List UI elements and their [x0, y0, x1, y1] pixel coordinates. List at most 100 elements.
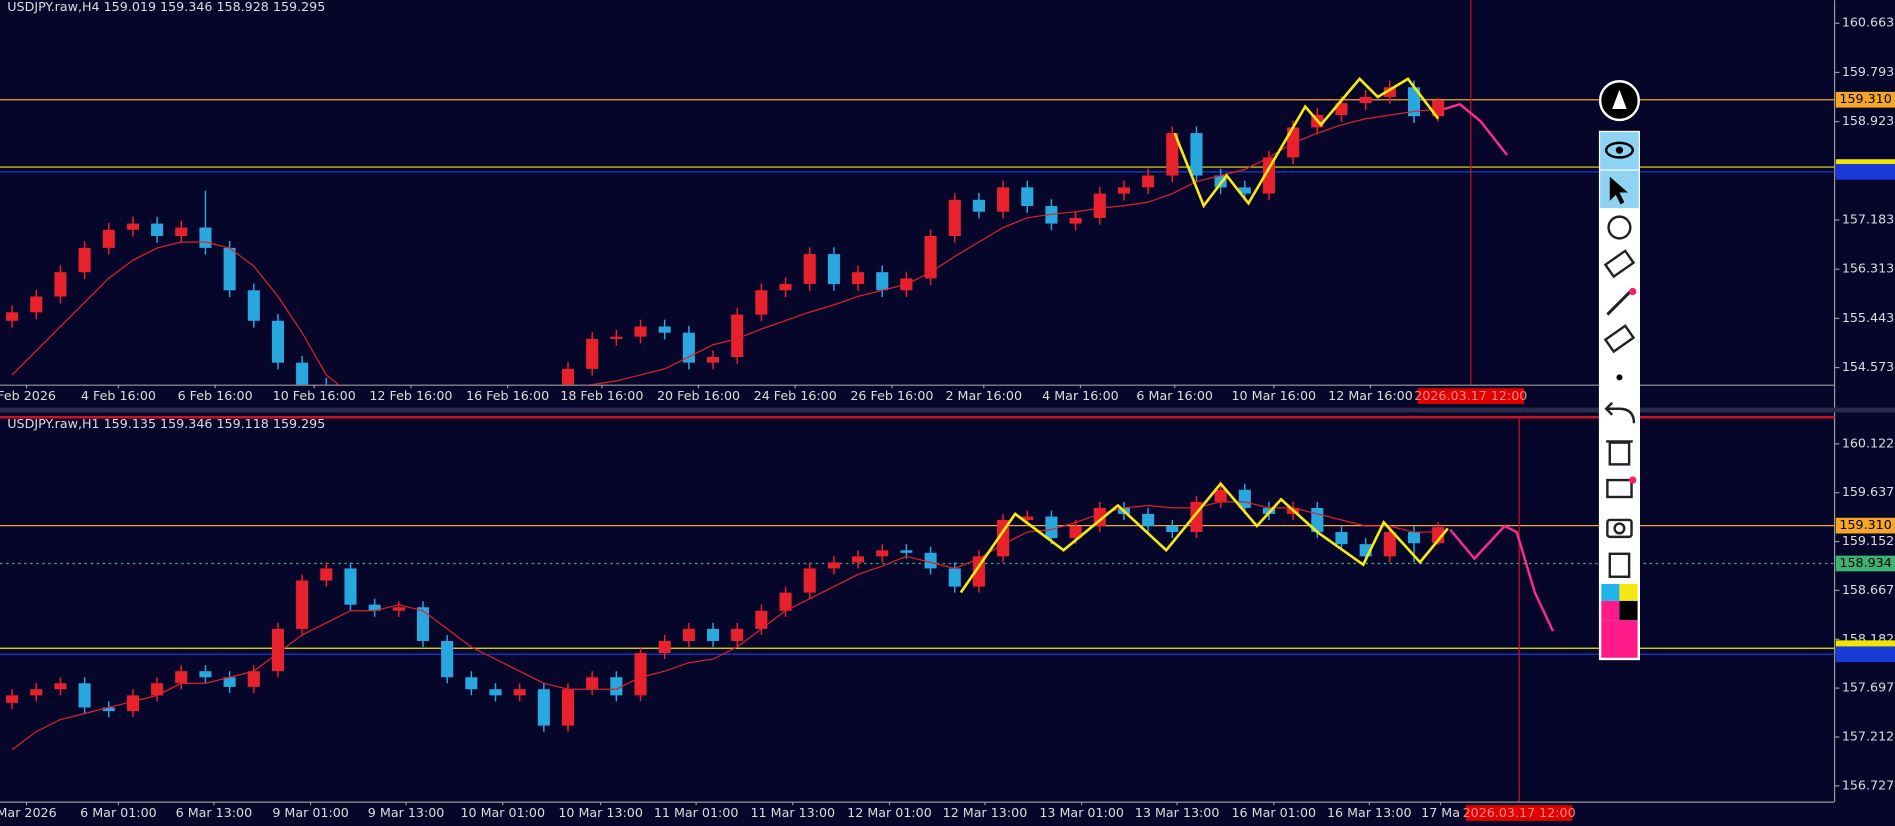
- color-swatch[interactable]: [1619, 600, 1638, 621]
- candle-body: [6, 695, 19, 703]
- level-label: 158.934: [1839, 555, 1891, 570]
- level-label-bg: [1835, 164, 1895, 180]
- candle-body: [151, 683, 164, 696]
- candle-body: [1383, 87, 1396, 97]
- eye-icon: [1615, 146, 1624, 154]
- candle-body: [1262, 157, 1276, 194]
- line-button[interactable]: [1606, 289, 1633, 316]
- x-tick-label: 6 Mar 16:00: [1136, 388, 1213, 403]
- candle-body: [296, 580, 309, 629]
- candle-body: [1069, 217, 1082, 224]
- candle-body: [852, 272, 865, 285]
- candle-body: [803, 254, 816, 285]
- candle-body: [537, 689, 550, 726]
- candle-body: [755, 610, 768, 629]
- candle-body: [876, 550, 889, 557]
- candle-body: [223, 677, 236, 687]
- x-tick-label: 6 Mar 13:00: [176, 805, 253, 820]
- candle-body: [1093, 193, 1106, 218]
- y-tick-label: 157.183: [1842, 212, 1894, 227]
- y-tick-label: 156.313: [1842, 261, 1894, 276]
- dot-button[interactable]: [1616, 374, 1623, 381]
- active-color[interactable]: [1601, 620, 1638, 658]
- candle-body: [1166, 133, 1179, 176]
- x-tick-label: 10 Mar 01:00: [460, 805, 545, 820]
- x-tick-label: 9 Mar 13:00: [368, 805, 445, 820]
- candle-body: [731, 628, 744, 641]
- x-tick-label: 10 Mar 16:00: [1232, 388, 1317, 403]
- moving-average: [11, 108, 1439, 385]
- y-tick-label: 159.793: [1842, 64, 1894, 79]
- candle-body: [30, 689, 43, 696]
- candle-body: [682, 628, 695, 641]
- y-tick-label: 160.122: [1842, 435, 1894, 450]
- x-tick-label: 17 Ma: [1421, 805, 1460, 820]
- level-label-bg: [1835, 646, 1895, 663]
- candle-body: [247, 671, 260, 687]
- color-swatch[interactable]: [1601, 584, 1620, 601]
- y-tick-label: 159.152: [1842, 533, 1894, 548]
- clipboard-button[interactable]: [1608, 552, 1631, 578]
- eraser-button[interactable]: [1603, 324, 1636, 354]
- crosshair-label: 2026.03.17 12:00: [1414, 388, 1527, 403]
- toolbar: [1598, 80, 1640, 661]
- level-label-bg: [1835, 91, 1895, 108]
- y-tick-label: 156.727: [1842, 777, 1894, 792]
- candle-body: [706, 357, 720, 363]
- eye-icon: [1604, 141, 1634, 159]
- candle-body: [1407, 87, 1421, 117]
- y-tick-label: 158.667: [1842, 582, 1894, 597]
- candle-body: [1432, 527, 1445, 544]
- candle-body: [803, 568, 816, 593]
- x-tick-label: Feb 2026: [0, 388, 56, 403]
- candle-body: [755, 290, 768, 315]
- candle-body: [1335, 532, 1348, 545]
- x-tick-label: Mar 2026: [0, 805, 57, 820]
- x-tick-label: 18 Feb 16:00: [560, 388, 643, 403]
- candle-body: [271, 628, 285, 672]
- x-tick-label: 9 Mar 01:00: [272, 805, 349, 820]
- level-label: 159.310: [1839, 91, 1891, 106]
- camera-button[interactable]: [1606, 518, 1633, 539]
- candle-body: [6, 312, 19, 321]
- y-tick-label: 157.697: [1842, 680, 1894, 695]
- candle-body: [78, 683, 91, 708]
- candle-body: [465, 677, 478, 690]
- candle-body: [779, 284, 792, 291]
- color-swatch[interactable]: [1619, 584, 1638, 601]
- marker-button[interactable]: [1603, 249, 1636, 279]
- y-tick-label: 154.573: [1842, 359, 1894, 374]
- screen-button[interactable]: [1606, 478, 1633, 499]
- candle-body: [948, 568, 961, 587]
- separator: [0, 407, 1895, 413]
- candle-body: [271, 320, 285, 363]
- candle-body: [1238, 187, 1251, 194]
- y-tick-label: 158.923: [1842, 113, 1894, 128]
- projection: [1449, 524, 1555, 632]
- candle-body: [997, 187, 1010, 212]
- candle-body: [416, 607, 430, 641]
- candle-body: [1214, 489, 1227, 502]
- undo-button[interactable]: [1604, 401, 1636, 424]
- timer-button[interactable]: [1607, 215, 1632, 240]
- candle-body: [1383, 532, 1396, 557]
- candle-body: [561, 368, 575, 385]
- candle-body: [586, 338, 599, 369]
- color-swatch[interactable]: [1601, 600, 1620, 621]
- candle-body: [658, 640, 671, 654]
- y-tick-label: 160.663: [1842, 15, 1894, 30]
- candle-body: [344, 568, 357, 605]
- candle-body: [223, 247, 236, 291]
- candle-body: [634, 653, 647, 696]
- x-tick-label: 12 Mar 01:00: [847, 805, 932, 820]
- candle-body: [634, 326, 647, 337]
- candle-body: [561, 689, 575, 726]
- candle-body: [102, 229, 115, 248]
- candle-body: [126, 695, 139, 712]
- candle-body: [296, 362, 309, 385]
- level-label-bg: [1835, 555, 1895, 572]
